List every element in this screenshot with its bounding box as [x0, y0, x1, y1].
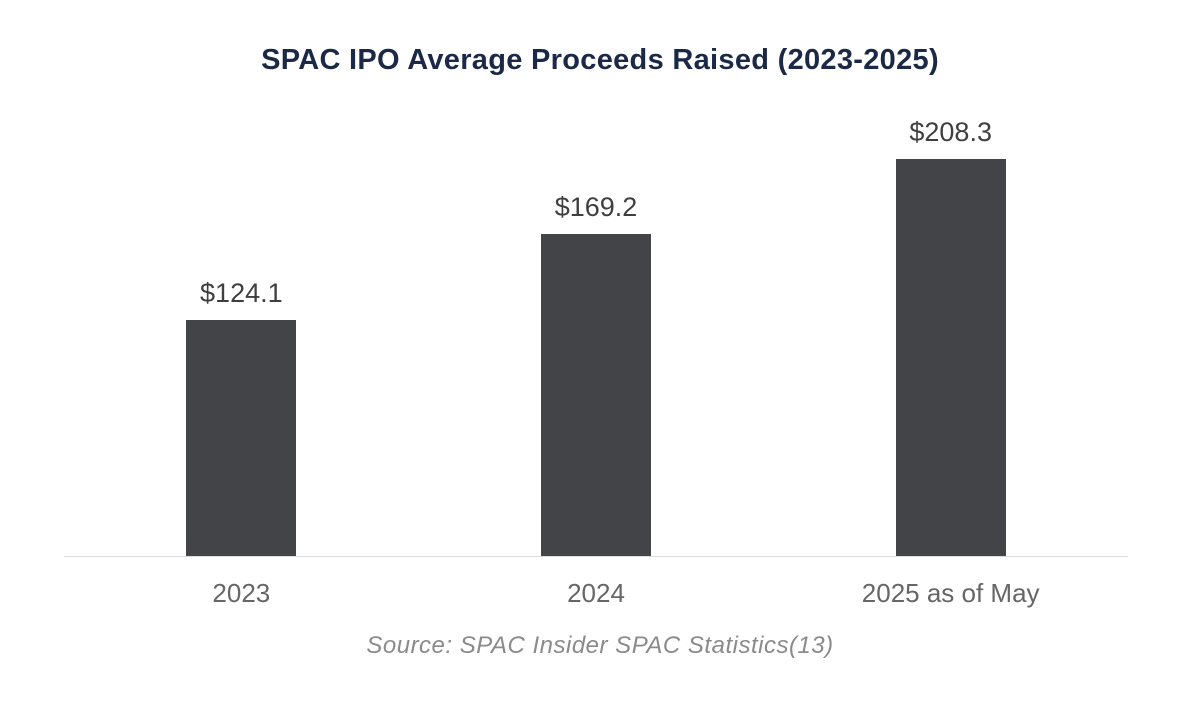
chart-column: $124.1: [64, 100, 419, 556]
chart-column: $208.3: [773, 100, 1128, 556]
bar: [895, 159, 1006, 556]
bar-value-label: $169.2: [554, 192, 638, 222]
bar-value-label: $124.1: [200, 278, 283, 308]
x-axis-label: 2024: [567, 578, 625, 608]
bar: [541, 234, 651, 556]
bar-value-label: $208.3: [909, 117, 992, 147]
x-axis-labels: 2023 2024 2025 as of May: [64, 578, 1128, 609]
source-note: Source: SPAC Insider SPAC Statistics(13): [366, 632, 834, 659]
plot-area: $124.1 $169.2 $208.3: [64, 100, 1128, 557]
bar: [186, 320, 297, 556]
chart-column: $169.2: [419, 100, 774, 556]
x-axis-label: 2023: [212, 578, 271, 608]
chart-title: SPAC IPO Average Proceeds Raised (2023-2…: [261, 44, 939, 76]
x-axis-label: 2025 as of May: [861, 578, 1040, 608]
